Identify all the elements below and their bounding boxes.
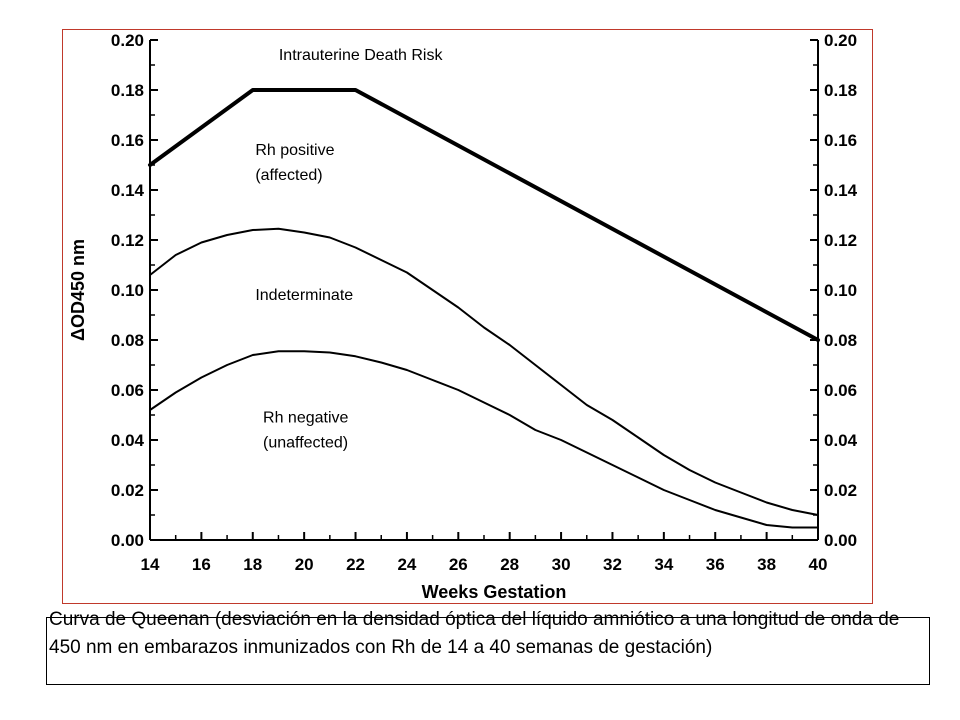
x-tick-label: 28 xyxy=(500,555,519,574)
annotation-label: (affected) xyxy=(255,167,322,184)
x-tick-label: 40 xyxy=(809,555,828,574)
y-tick-label-left: 0.04 xyxy=(111,431,145,450)
y-tick-label-left: 0.14 xyxy=(111,181,145,200)
x-tick-label: 26 xyxy=(449,555,468,574)
y-tick-label-left: 0.18 xyxy=(111,81,144,100)
queenan-chart: 0.00 0.00 0.02 0.02 0.04 0.04 0.06 0.06 0.08 0.08… xyxy=(68,31,858,602)
y-tick-label-right: 0.18 xyxy=(824,81,857,100)
x-tick-label: 18 xyxy=(243,555,262,574)
y-tick-label-left: 0.02 xyxy=(111,481,144,500)
y-tick-label-left: 0.10 xyxy=(111,281,144,300)
y-tick-label-right: 0.16 xyxy=(824,131,857,150)
annotation-label: Rh negative xyxy=(263,410,348,427)
y-tick-label-right: 0.12 xyxy=(824,231,857,250)
x-tick-label: 30 xyxy=(552,555,571,574)
x-tick-label: 36 xyxy=(706,555,725,574)
axes xyxy=(149,39,819,541)
series-line-1 xyxy=(149,227,819,516)
y-tick-label-right: 0.10 xyxy=(824,281,857,300)
x-tick-label: 16 xyxy=(192,555,211,574)
x-tick-label: 38 xyxy=(757,555,776,574)
caption-box xyxy=(46,617,930,685)
y-tick-label-left: 0.20 xyxy=(111,31,144,50)
x-tick-label: 32 xyxy=(603,555,622,574)
annotation-label: Indeterminate xyxy=(255,287,353,304)
labels: 0.00 0.00 0.02 0.02 0.04 0.04 0.06 0.06 0.08 0.08… xyxy=(68,31,858,602)
y-tick-label-right: 0.02 xyxy=(824,481,857,500)
y-axis-title: ΔOD450 nm xyxy=(68,239,88,341)
y-tick-label-right: 0.20 xyxy=(824,31,857,50)
annotation-label: (unaffected) xyxy=(263,435,348,452)
chart-frame xyxy=(62,29,873,604)
y-tick-label-left: 0.08 xyxy=(111,331,144,350)
x-tick-label: 34 xyxy=(654,555,673,574)
y-tick-label-right: 0.08 xyxy=(824,331,857,350)
y-tick-label-left: 0.06 xyxy=(111,381,144,400)
plot-area xyxy=(148,88,820,529)
y-tick-label-right: 0.04 xyxy=(824,431,858,450)
series-line-2 xyxy=(149,350,819,529)
y-tick-label-left: 0.16 xyxy=(111,131,144,150)
y-tick-label-right: 0.14 xyxy=(824,181,858,200)
annotation-label: Rh positive xyxy=(255,142,334,159)
y-tick-label-left: 0.12 xyxy=(111,231,144,250)
y-tick-label-left: 0.00 xyxy=(111,531,144,550)
x-tick-label: 20 xyxy=(295,555,314,574)
figure-caption: Curva de Queenan (desviación en la densi… xyxy=(49,609,900,658)
y-tick-label-right: 0.06 xyxy=(824,381,857,400)
y-tick-label-right: 0.00 xyxy=(824,531,857,550)
series-line-0 xyxy=(148,88,820,342)
x-tick-label: 22 xyxy=(346,555,365,574)
x-axis-title: Weeks Gestation xyxy=(422,582,567,602)
x-tick-label: 24 xyxy=(397,555,416,574)
annotation-label: Intrauterine Death Risk xyxy=(279,47,444,64)
x-tick-label: 14 xyxy=(141,555,160,574)
